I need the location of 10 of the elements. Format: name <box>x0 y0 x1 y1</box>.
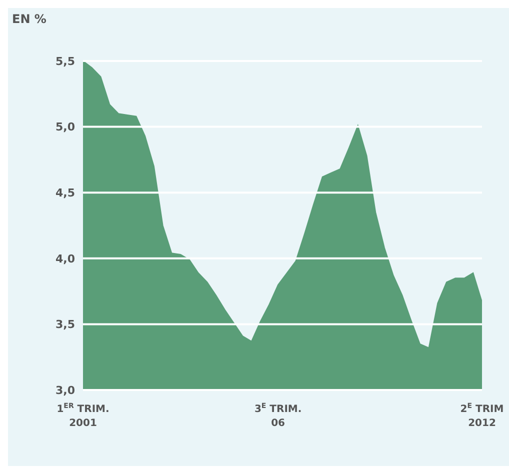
x-tick-label: 2$^{E}$ TRIM 2012 <box>460 402 504 429</box>
x-tick-label: 3$^{E}$ TRIM. 06 <box>254 402 302 429</box>
y-axis-title: EN % <box>12 12 46 26</box>
y-tick-label: 4,0 <box>56 252 76 266</box>
y-tick-label: 3,5 <box>56 318 75 332</box>
x-tick-label: 1$^{ER}$ TRIM. 2001 <box>56 402 110 429</box>
y-tick-label: 3,0 <box>56 384 76 397</box>
y-tick-label: 4,5 <box>56 186 75 200</box>
y-tick-label: 5,0 <box>56 120 76 134</box>
y-tick-label: 5,5 <box>56 54 75 68</box>
